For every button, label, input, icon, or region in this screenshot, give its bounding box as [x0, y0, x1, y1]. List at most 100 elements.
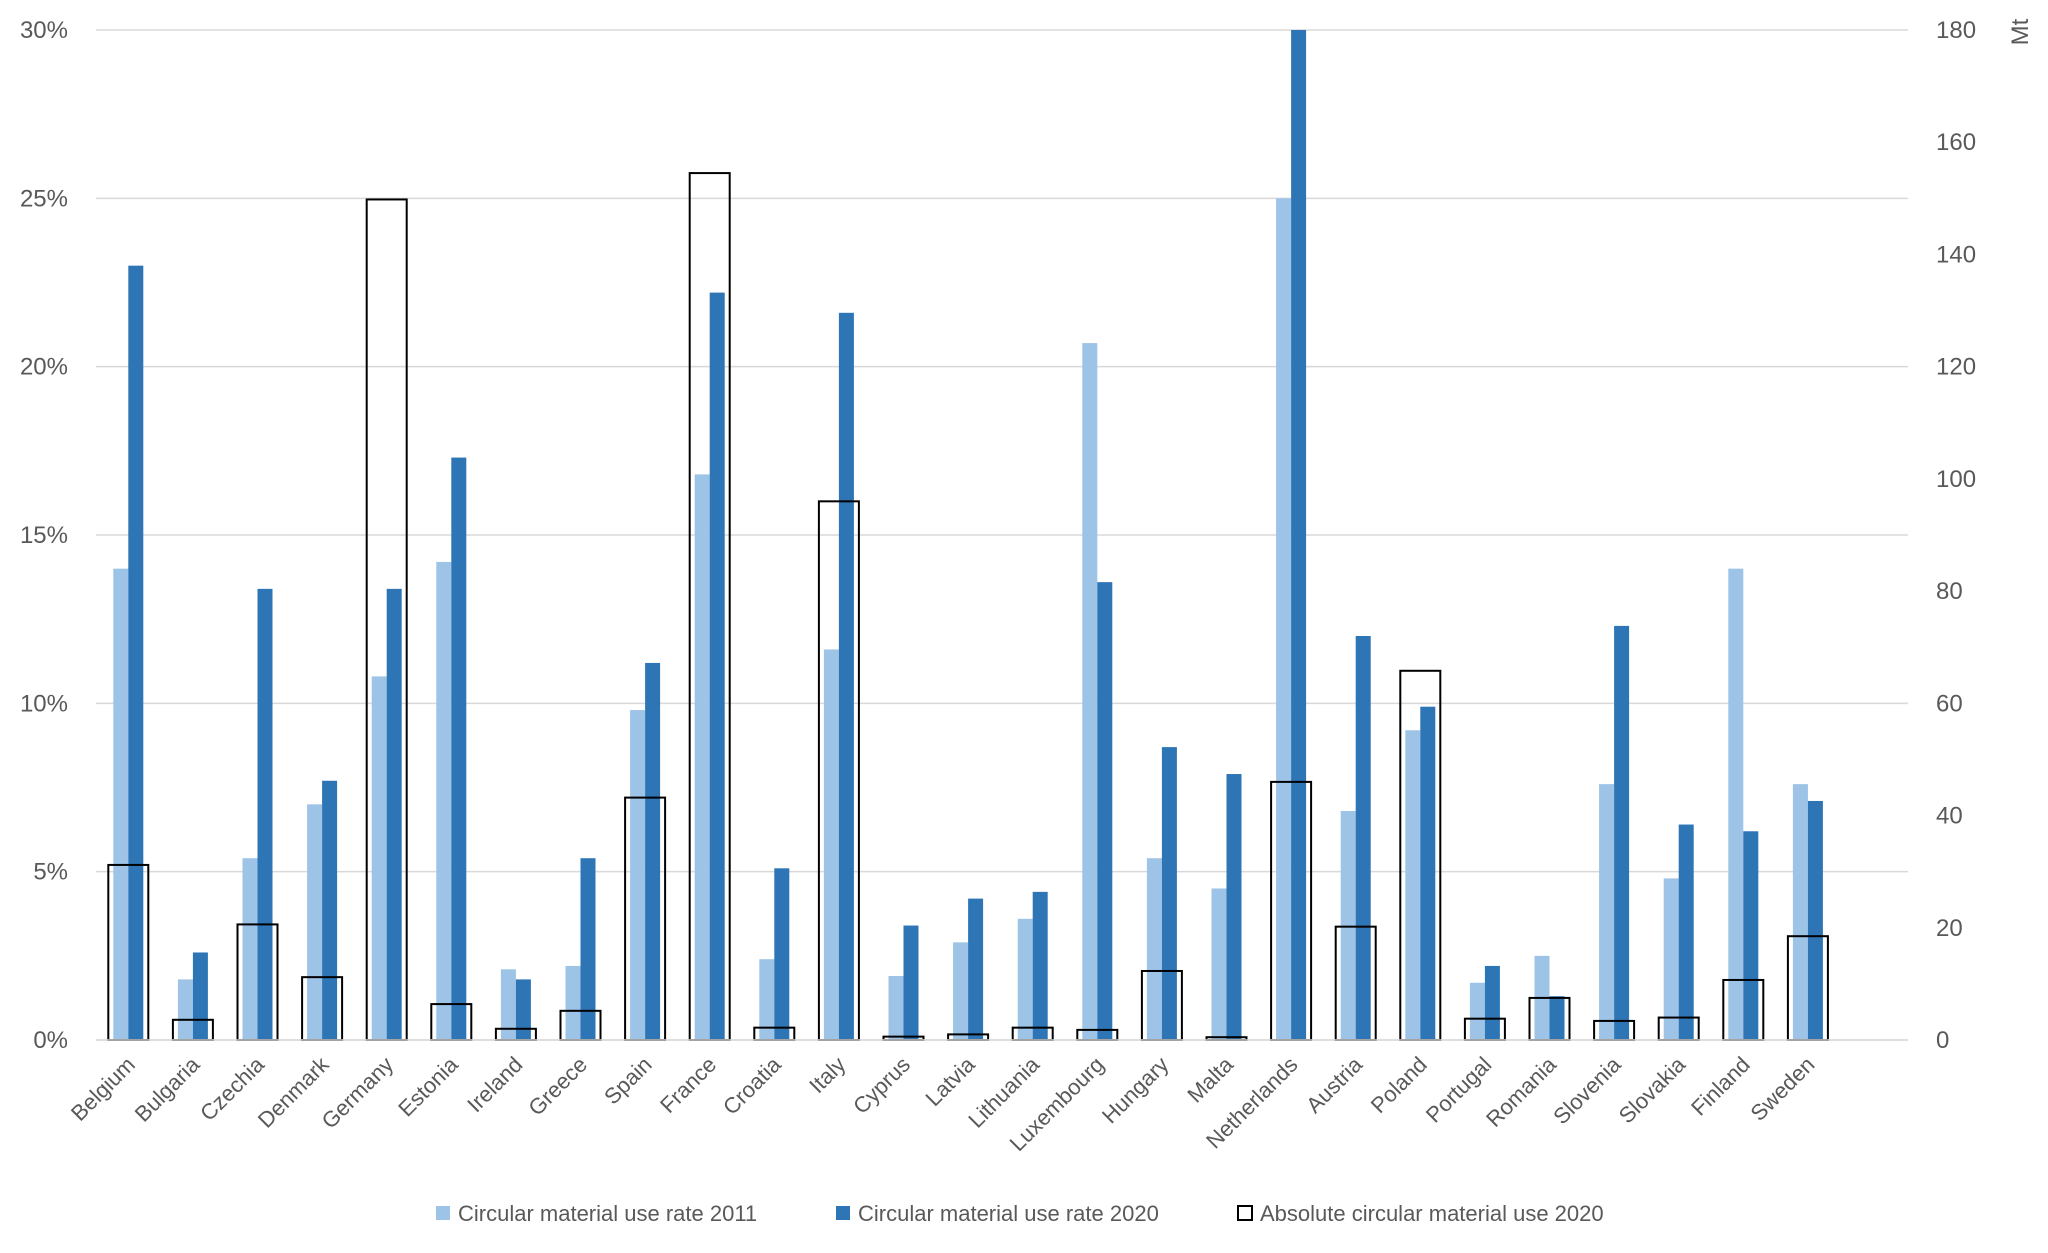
gridlines — [96, 29, 1908, 1041]
y-left-tick-label: 10% — [20, 690, 68, 717]
bar-rate-2020 — [515, 979, 531, 1040]
bar-rate-2020 — [1097, 582, 1113, 1040]
bar-rate-2011 — [630, 710, 646, 1040]
x-category-label: Cyprus — [848, 1052, 915, 1119]
x-category-label: Belgium — [66, 1052, 140, 1126]
bar-rate-2020 — [1484, 965, 1500, 1040]
bar-rate-2011 — [371, 676, 387, 1040]
bar-rate-2020 — [257, 588, 273, 1040]
legend: Circular material use rate 2011 Circular … — [436, 1201, 1604, 1226]
bar-rate-2020 — [968, 898, 984, 1040]
y-right-axis-label: Mt — [2007, 18, 2034, 45]
bar-rate-2011 — [436, 561, 452, 1040]
y-left-tick-label: 0% — [33, 1027, 68, 1054]
x-category-label: Malta — [1182, 1051, 1238, 1107]
legend-swatch — [1237, 1205, 1253, 1221]
bar-rate-2011 — [307, 804, 323, 1040]
bar-rate-2020 — [386, 588, 402, 1040]
bar-rate-2011 — [500, 969, 516, 1040]
y-left-tick-label: 15% — [20, 522, 68, 549]
y-left-tick-label: 20% — [20, 354, 68, 381]
bar-rate-2011 — [1340, 811, 1356, 1040]
legend-swatch — [436, 1206, 450, 1220]
x-category-label: Germany — [317, 1052, 399, 1134]
bar-rate-2011 — [1599, 784, 1615, 1040]
y-left-tick-label: 25% — [20, 185, 68, 212]
x-category-label: Hungary — [1097, 1052, 1173, 1128]
bar-rate-2020 — [1678, 824, 1694, 1040]
bar-rate-2020 — [451, 457, 467, 1041]
bar-rate-2020 — [322, 780, 338, 1040]
y-right-tick-label: 120 — [1936, 354, 1976, 381]
bar-rate-2020 — [128, 265, 144, 1041]
legend-label: Circular material use rate 2020 — [858, 1201, 1159, 1226]
x-category-label: Spain — [599, 1052, 656, 1109]
x-category-label: Finland — [1686, 1052, 1755, 1121]
bar-rate-2020 — [709, 292, 725, 1041]
x-category-label: Slovenia — [1548, 1051, 1626, 1129]
bar-rate-2020 — [1743, 831, 1759, 1040]
x-category-label: Italy — [804, 1052, 850, 1098]
bar-rate-2011 — [1663, 878, 1679, 1040]
bar-rate-2011 — [565, 965, 581, 1040]
bar-rate-2011 — [953, 942, 969, 1040]
y-right-tick-label: 40 — [1936, 803, 1963, 830]
bar-rate-2020 — [1226, 774, 1242, 1040]
bar-rate-2020 — [1355, 636, 1371, 1040]
bar-rate-2020 — [1032, 891, 1048, 1040]
bar-rate-2011 — [1405, 730, 1421, 1040]
bar-rate-2011 — [1728, 568, 1744, 1040]
x-category-label: Latvia — [920, 1051, 980, 1111]
bar-rate-2020 — [1291, 30, 1307, 1040]
bar-rate-2011 — [113, 568, 129, 1040]
bar-rate-2020 — [1420, 706, 1436, 1040]
legend-swatch — [836, 1206, 850, 1220]
x-category-label: Ireland — [462, 1052, 527, 1117]
y-right-tick-label: 180 — [1936, 17, 1976, 44]
bar-rate-2011 — [694, 474, 710, 1040]
y-right-tick-label: 140 — [1936, 241, 1976, 268]
y-right-tick-label: 60 — [1936, 690, 1963, 717]
bar-rate-2020 — [774, 868, 790, 1040]
bar-rate-2020 — [1614, 625, 1630, 1040]
bar-rate-2020 — [1161, 747, 1177, 1040]
x-category-label: Estonia — [393, 1051, 463, 1121]
bar-rate-2011 — [1017, 918, 1033, 1040]
x-category-label: Greece — [523, 1052, 592, 1121]
y-right-tick-label: 80 — [1936, 578, 1963, 605]
bar-rate-2020 — [1807, 800, 1823, 1040]
bar-rate-2011 — [1211, 888, 1227, 1040]
y-right-tick-label: 100 — [1936, 466, 1976, 493]
bars — [107, 30, 1829, 1042]
bar-rate-2020 — [192, 952, 208, 1040]
x-category-label: Slovakia — [1614, 1051, 1691, 1128]
bar-rate-2020 — [645, 662, 661, 1040]
x-category-label: Austria — [1301, 1051, 1368, 1118]
y-right-tick-label: 160 — [1936, 129, 1976, 156]
bar-rate-2011 — [1146, 858, 1162, 1040]
bar-rate-2020 — [1549, 996, 1565, 1040]
x-category-label: Croatia — [718, 1051, 786, 1119]
y-right-tick-label: 0 — [1936, 1027, 1949, 1054]
y-right-tick-label: 20 — [1936, 915, 1963, 942]
bar-rate-2011 — [1469, 982, 1485, 1040]
x-category-label: Bulgaria — [130, 1051, 205, 1126]
bar-rate-2011 — [1792, 784, 1808, 1040]
bar-rate-2020 — [903, 925, 919, 1040]
bar-rate-2011 — [1082, 343, 1098, 1041]
bar-rate-2011 — [823, 649, 839, 1040]
legend-label: Absolute circular material use 2020 — [1260, 1201, 1604, 1226]
bar-rate-2011 — [888, 976, 904, 1040]
bar-rate-2011 — [242, 858, 258, 1040]
bar-rate-2020 — [838, 312, 854, 1040]
bar-rate-2011 — [1276, 198, 1292, 1041]
legend-label: Circular material use rate 2011 — [458, 1201, 757, 1226]
y-left-tick-label: 5% — [33, 859, 68, 886]
y-left-tick-label: 30% — [20, 17, 68, 44]
bar-rate-2011 — [759, 959, 775, 1040]
x-category-label: France — [655, 1052, 721, 1118]
bar-rate-2011 — [177, 979, 193, 1040]
x-category-label: Romania — [1481, 1051, 1561, 1131]
